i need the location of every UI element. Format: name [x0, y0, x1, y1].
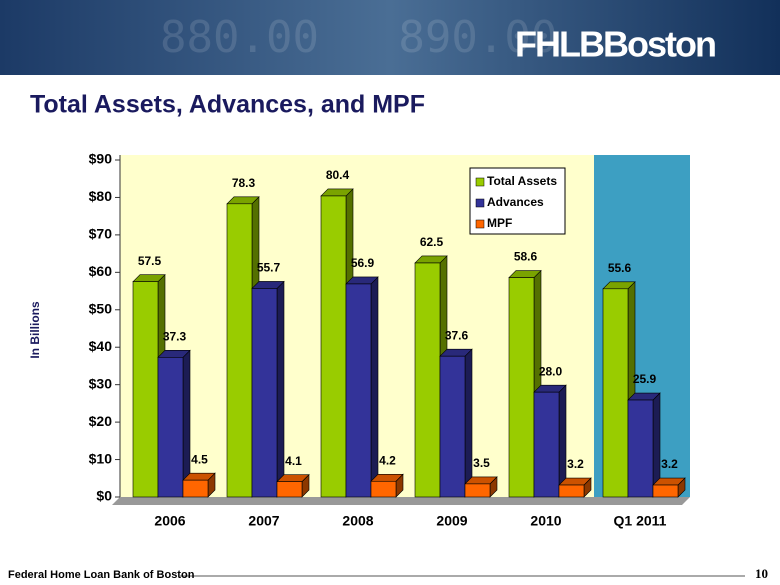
data-label: 3.5 — [473, 456, 490, 470]
x-tick-label: 2006 — [154, 513, 185, 529]
data-label: 4.5 — [191, 452, 208, 466]
data-label: 55.6 — [608, 261, 632, 275]
bar — [251, 288, 278, 498]
bar — [464, 483, 491, 498]
footer-org: Federal Home Loan Bank of Boston — [8, 569, 195, 581]
bar — [602, 288, 629, 498]
data-label: 78.3 — [232, 176, 256, 190]
bar-side — [464, 348, 473, 498]
page-number: 10 — [755, 566, 768, 581]
y-tick-label: $0 — [96, 488, 112, 504]
bar-side — [276, 280, 285, 498]
legend-label: Total Assets — [487, 174, 557, 188]
bar — [226, 203, 253, 498]
legend-swatch — [475, 177, 485, 187]
y-tick-label: $50 — [89, 300, 113, 316]
data-label: 62.5 — [420, 235, 444, 249]
bar — [533, 391, 560, 498]
logo: FHLBBoston — [515, 24, 715, 65]
y-tick-label: $10 — [89, 450, 113, 466]
bar — [439, 355, 466, 498]
y-tick-label: $20 — [89, 413, 113, 429]
floor — [112, 497, 690, 505]
bar — [508, 277, 535, 498]
legend-label: MPF — [487, 216, 512, 230]
chart-title: Total Assets, Advances, and MPF — [30, 91, 425, 119]
y-tick-label: $80 — [89, 188, 113, 204]
legend-swatch — [475, 198, 485, 208]
data-label: 3.2 — [661, 457, 678, 471]
data-label: 56.9 — [351, 256, 375, 270]
y-tick-label: $40 — [89, 338, 113, 354]
data-label: 57.5 — [138, 254, 162, 268]
header-decoration: 880.00 890.00 — [160, 12, 557, 63]
y-tick-label: $60 — [89, 263, 113, 279]
legend-label: Advances — [487, 195, 544, 209]
bar — [414, 262, 441, 498]
data-label: 55.7 — [257, 261, 281, 275]
x-tick-label: 2010 — [530, 513, 561, 529]
data-label: 25.9 — [633, 372, 657, 386]
data-label: 37.6 — [445, 328, 469, 342]
data-label: 3.2 — [567, 457, 584, 471]
data-label: 4.2 — [379, 453, 396, 467]
x-tick-label: 2009 — [436, 513, 467, 529]
x-tick-label: 2007 — [248, 513, 279, 529]
y-tick-label: $30 — [89, 375, 113, 391]
bar — [182, 479, 209, 498]
footer-mask — [748, 566, 780, 584]
legend-box — [469, 167, 566, 235]
data-label: 28.0 — [539, 364, 563, 378]
bar-side — [370, 276, 379, 498]
bars — [132, 188, 686, 498]
x-tick-label: Q1 2011 — [614, 513, 667, 529]
y-axis-label: In Billions — [28, 301, 42, 359]
y-tick-label: $70 — [89, 226, 113, 242]
bar — [132, 281, 159, 498]
data-label: 80.4 — [326, 168, 350, 182]
data-label: 37.3 — [163, 330, 187, 344]
bar — [320, 195, 347, 498]
bar — [558, 484, 585, 498]
footer-mask — [0, 566, 180, 584]
header-band — [0, 0, 780, 75]
bar — [157, 357, 184, 498]
bar — [345, 283, 372, 498]
bar — [370, 480, 397, 498]
y-tick-label: $90 — [89, 151, 113, 167]
bar — [627, 399, 654, 498]
bar — [652, 484, 679, 498]
bar — [276, 481, 303, 498]
data-label: 4.1 — [285, 454, 302, 468]
data-label: 58.6 — [514, 250, 538, 264]
x-tick-label: 2008 — [342, 513, 373, 529]
legend-swatch — [475, 219, 485, 229]
